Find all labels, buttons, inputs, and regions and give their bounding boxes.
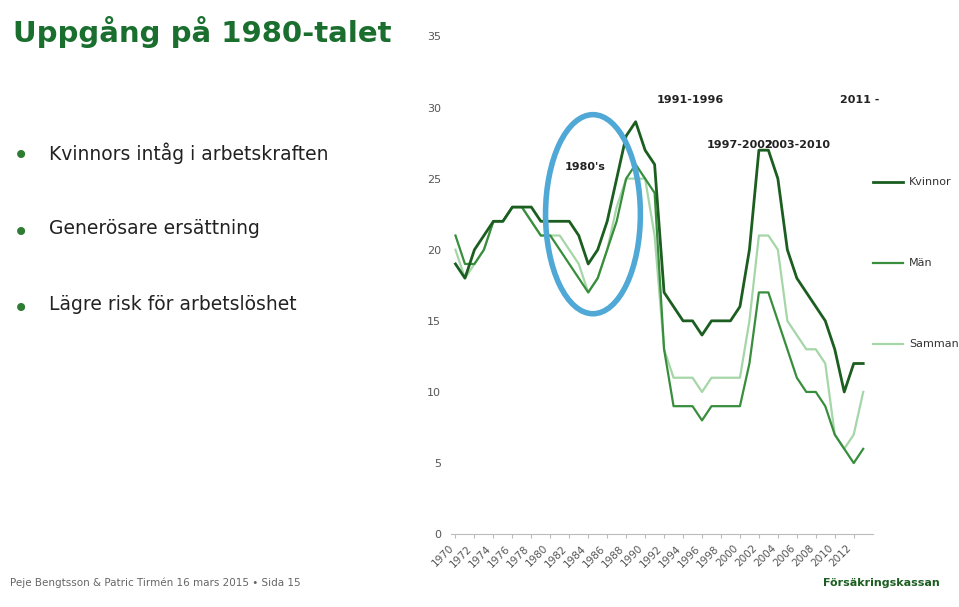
Text: Män: Män — [909, 258, 932, 268]
Text: Generösare ersättning: Generösare ersättning — [49, 219, 259, 237]
Text: 2003-2010: 2003-2010 — [763, 140, 830, 150]
Text: •: • — [13, 142, 30, 170]
Text: 1997-2002: 1997-2002 — [707, 140, 773, 150]
Text: Peje Bengtsson & Patric Tirmén 16 mars 2015 • Sida 15: Peje Bengtsson & Patric Tirmén 16 mars 2… — [10, 577, 300, 588]
Text: Uppgång på 1980-talet: Uppgång på 1980-talet — [13, 16, 391, 49]
Text: Lägre risk för arbetslöshet: Lägre risk för arbetslöshet — [49, 295, 296, 314]
Text: Sammanlagt: Sammanlagt — [909, 339, 959, 348]
Text: Försäkringskassan: Försäkringskassan — [823, 578, 940, 588]
Text: •: • — [13, 295, 30, 323]
Text: Kvinnors intåg i arbetskraften: Kvinnors intåg i arbetskraften — [49, 142, 328, 163]
Text: 2011 -: 2011 - — [839, 95, 878, 104]
Text: 1991-1996: 1991-1996 — [657, 95, 724, 104]
Text: 1980's: 1980's — [565, 161, 605, 172]
Text: •: • — [13, 219, 30, 246]
Text: Kvinnor: Kvinnor — [909, 177, 951, 187]
